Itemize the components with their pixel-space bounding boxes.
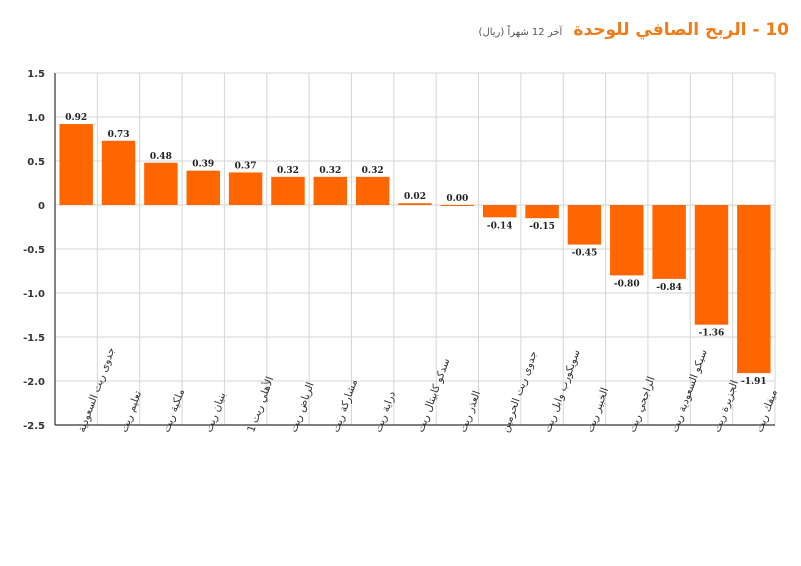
data-label: -0.84 (656, 283, 682, 293)
y-tick-label: -2.5 (23, 421, 45, 432)
chart-title: 10 - الربح الصافي للوحدة (573, 20, 789, 40)
data-label: -0.14 (487, 221, 513, 231)
bar (101, 140, 136, 205)
bar (271, 176, 305, 205)
y-tick-label: -1.0 (23, 289, 45, 300)
data-label: 0.32 (277, 166, 299, 176)
y-axis: 1.5 1.0 0.5 0 -0.5 -1.0 -1.5 -2.0 -2.5 (23, 69, 775, 432)
bar (228, 172, 263, 205)
bar (313, 176, 348, 205)
bar (482, 205, 517, 218)
y-tick-label: 1.0 (27, 113, 45, 124)
y-tick-label: 0.5 (27, 157, 45, 168)
data-labels: 0.92 0.73 0.48 0.39 0.37 0.32 0.32 0.32 0.02 0.00… (65, 113, 766, 387)
bar (59, 124, 93, 205)
data-label: 0.39 (192, 160, 214, 170)
category-label: سدكو كابيتال ريت (415, 357, 453, 434)
chart-subtitle: آخر 12 شهراً (ريال) (478, 27, 563, 38)
bar (610, 205, 644, 276)
category-label: سيكو السعودية ريت (669, 348, 710, 434)
bar (652, 205, 686, 279)
data-label: 0.32 (362, 166, 384, 176)
data-label: 0.00 (446, 194, 468, 204)
bar (355, 176, 390, 205)
category-labels: جدوى ريت السعودية تعليم ريت ملكية ريت بنيان… (76, 346, 780, 434)
y-tick-label: 0 (38, 201, 45, 212)
category-label: جدوى ريت الحرمين (499, 349, 540, 434)
y-tick-label: -2.0 (23, 377, 45, 388)
category-label: جدوى ريت السعودية (76, 346, 118, 434)
bar (144, 162, 178, 205)
bar (567, 205, 602, 245)
y-tick-label: 1.5 (27, 69, 45, 80)
data-label: 0.73 (108, 130, 130, 140)
bar (737, 205, 771, 374)
y-tick-label: -1.5 (23, 333, 45, 344)
category-label: ملكية ريت (160, 387, 187, 434)
data-label: -0.15 (529, 222, 555, 232)
bar (398, 203, 432, 205)
data-label: -1.91 (741, 377, 767, 387)
data-label: 0.02 (404, 192, 426, 202)
category-label: الخبير ريت (584, 386, 611, 434)
category-label: الرياض ريت (287, 381, 316, 434)
data-label: -0.80 (614, 279, 640, 289)
y-tick-label: -0.5 (23, 245, 45, 256)
chart-title-row: 10 - الربح الصافي للوحدة آخر 12 شهراً (ر… (12, 20, 789, 46)
data-label: 0.32 (319, 166, 341, 176)
bars (59, 124, 771, 374)
data-label: 0.92 (65, 113, 87, 123)
category-label: الجزيرة ريت (711, 379, 741, 434)
data-label: 0.37 (235, 161, 257, 171)
bar (440, 205, 475, 206)
category-label: ميفك ريت (753, 388, 780, 434)
category-label: العذر ريت (457, 389, 483, 434)
data-label: -0.45 (572, 249, 598, 259)
data-label: -1.36 (699, 329, 725, 339)
bar (694, 205, 729, 325)
bar (525, 205, 559, 219)
category-label: دراية ريت (372, 389, 398, 434)
category-label: سويكورب وابل ريت (542, 348, 583, 434)
bar (186, 170, 220, 205)
category-label: تعليم ريت (118, 389, 144, 434)
data-label: 0.48 (150, 152, 172, 162)
